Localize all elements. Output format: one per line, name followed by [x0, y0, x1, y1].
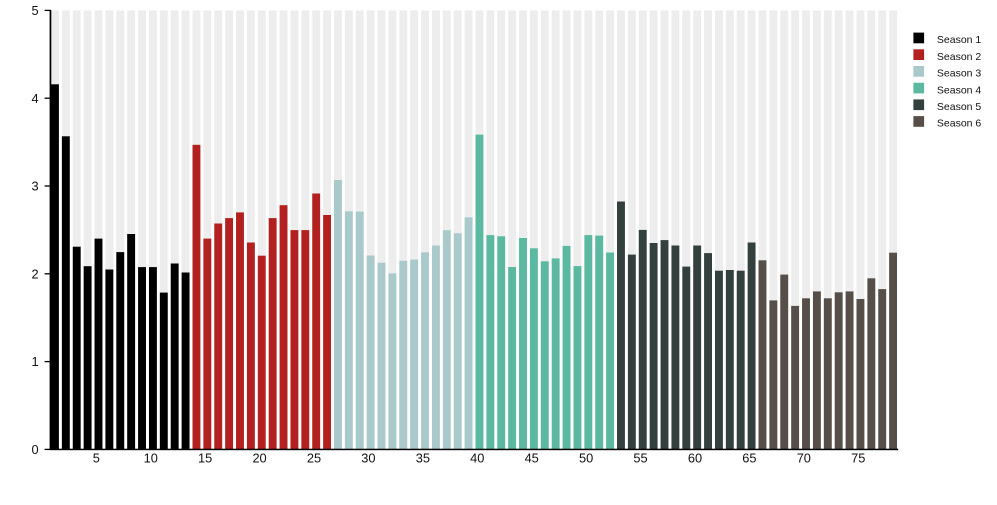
- svg-text:2: 2: [31, 266, 38, 281]
- svg-text:10: 10: [144, 450, 158, 465]
- svg-text:Season 2: Season 2: [937, 51, 982, 63]
- svg-text:45: 45: [525, 450, 539, 465]
- svg-text:0: 0: [31, 442, 38, 457]
- svg-text:75: 75: [851, 450, 865, 465]
- svg-text:50: 50: [579, 450, 593, 465]
- svg-text:20: 20: [252, 450, 266, 465]
- svg-text:25: 25: [307, 450, 321, 465]
- svg-text:Season 6: Season 6: [937, 118, 982, 130]
- svg-text:60: 60: [688, 450, 702, 465]
- svg-text:Season 5: Season 5: [937, 101, 982, 113]
- svg-text:65: 65: [742, 450, 756, 465]
- svg-text:3: 3: [31, 179, 38, 194]
- svg-text:40: 40: [470, 450, 484, 465]
- svg-text:5: 5: [31, 3, 38, 18]
- svg-text:15: 15: [198, 450, 212, 465]
- svg-text:1: 1: [31, 354, 38, 369]
- svg-text:Season 1: Season 1: [937, 34, 982, 46]
- svg-text:Season 3: Season 3: [937, 68, 982, 80]
- svg-text:70: 70: [797, 450, 811, 465]
- svg-text:35: 35: [416, 450, 430, 465]
- svg-text:30: 30: [361, 450, 375, 465]
- svg-text:55: 55: [633, 450, 647, 465]
- svg-text:5: 5: [93, 450, 100, 465]
- svg-text:4: 4: [31, 91, 38, 106]
- svg-text:Season 4: Season 4: [937, 84, 982, 96]
